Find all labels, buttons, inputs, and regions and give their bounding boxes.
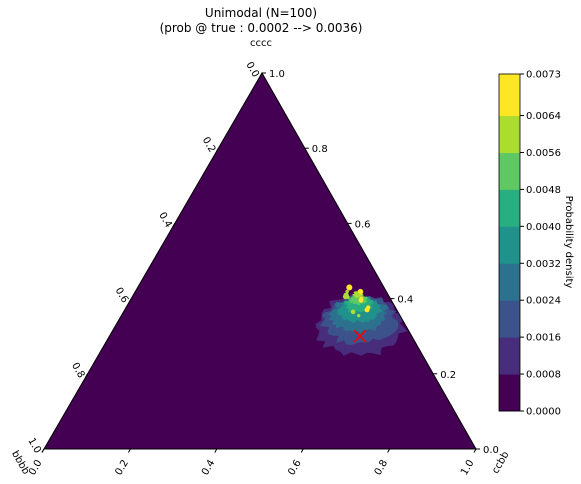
right-tick-label: 0.0 [483, 445, 499, 456]
density-speckle [345, 289, 349, 294]
colorbar-frame [498, 73, 521, 412]
left-tick-label: 0.4 [156, 211, 173, 230]
colorbar-tick-label: 0.0024 [526, 296, 561, 307]
true-marker-layer [353, 329, 367, 343]
density-speckle [350, 309, 356, 315]
colorbar-tick-label: 0.0040 [526, 222, 561, 233]
colorbar-tick-label: 0.0008 [526, 370, 561, 381]
colorbar-tick-label: 0.0056 [526, 148, 561, 159]
bottom-tick-mark [41, 448, 45, 453]
density-speckle [357, 313, 361, 318]
chart-subtitle: (prob @ true : 0.0002 --> 0.0036) [160, 21, 363, 35]
bottom-tick-mark [214, 448, 218, 453]
left-tick-label: 0.6 [113, 286, 130, 305]
colorbar-tick-label: 0.0064 [526, 111, 561, 122]
colorbar-segment [499, 115, 520, 153]
colorbar-segment [499, 263, 520, 301]
bottom-tick-label: 0.6 [286, 458, 303, 477]
colorbar-segment [499, 189, 520, 227]
density-speckle [354, 291, 360, 298]
density-contour [348, 293, 370, 306]
density-speckle [365, 305, 371, 310]
colorbar: 0.0000 0.0008 0.0016 0.0024 0.0032 0.0040 0.00… [499, 70, 561, 418]
colorbar-tick-label: 0.0073 [526, 70, 561, 81]
left-tick-mark [85, 373, 89, 378]
colorbar-tick-label: 0.0000 [526, 407, 561, 418]
colorbar-segment [499, 300, 520, 338]
axis-label-top: cccc [250, 38, 272, 49]
colorbar-segment [499, 74, 520, 117]
ternary-background [44, 73, 476, 449]
left-tick-label: 1.0 [25, 436, 42, 455]
left-tick-label: 0.0 [243, 60, 260, 79]
bottom-tick-label: 1.0 [459, 458, 476, 477]
left-tick-mark [259, 72, 263, 77]
left-tick-label: 0.8 [69, 361, 86, 380]
right-tick-label: 0.4 [397, 295, 413, 306]
colorbar-segment [499, 152, 520, 190]
colorbar-segment [499, 374, 520, 412]
density-speckle [346, 295, 350, 299]
colorbar-tick-label: 0.0032 [526, 259, 561, 270]
right-tick-label: 1.0 [269, 69, 285, 80]
colorbar-segment [499, 226, 520, 264]
density-speckle [346, 284, 353, 291]
bottom-tick-mark [300, 448, 304, 453]
left-tick-mark [215, 147, 219, 152]
bottom-tick-mark [387, 448, 391, 453]
density-contours [315, 284, 409, 356]
bottom-tick-label: 0.2 [113, 458, 130, 477]
axis-label-bottom-left: bbbb [9, 449, 31, 476]
true-point-marker [353, 329, 367, 343]
right-tick-label: 0.8 [312, 144, 328, 155]
left-tick-label: 0.2 [200, 135, 217, 154]
right-tick-label: 0.2 [440, 370, 456, 381]
colorbar-label: Probability density [563, 196, 574, 289]
left-tick-mark [172, 223, 176, 228]
colorbar-segment [499, 337, 520, 375]
left-tick-mark [128, 298, 132, 303]
density-speckle [358, 297, 364, 303]
colorbar-tick-label: 0.0048 [526, 185, 561, 196]
chart-title: Unimodal (N=100) [205, 6, 317, 20]
bottom-tick-label: 0.8 [373, 458, 390, 477]
bottom-tick-label: 0.4 [200, 458, 217, 477]
colorbar-tick-label: 0.0016 [526, 333, 561, 344]
bottom-tick-mark [127, 448, 131, 453]
ternary-frame [43, 71, 477, 450]
right-tick-label: 0.6 [355, 219, 371, 230]
bottom-tick-mark [473, 448, 477, 453]
